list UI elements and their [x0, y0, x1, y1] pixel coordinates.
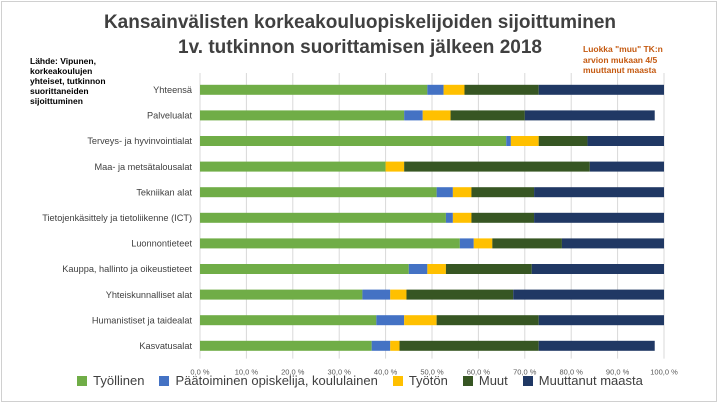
chart-title-line2: 1v. tutkinnon suorittamisen jälkeen 2018 [178, 37, 542, 58]
category-label: Tietojenkäsittely ja tietoliikenne (ICT) [42, 213, 192, 223]
bar-segment [513, 289, 664, 300]
legend-label: Työtön [408, 373, 448, 388]
bar-segment [452, 187, 472, 198]
legend-swatch [392, 375, 403, 386]
bar-segment [200, 289, 363, 300]
bar-segment [443, 84, 465, 95]
legend-label: Muuttanut maasta [538, 373, 643, 388]
bar-segment [399, 340, 539, 351]
bar-segment [376, 315, 405, 326]
bar-segment [459, 238, 474, 249]
bar-segment [538, 340, 655, 351]
bar-segment [506, 136, 511, 146]
chart-legend: Työllinen Päätoiminen opiskelija, koulula… [0, 373, 720, 388]
bar-segment [408, 264, 428, 274]
bar-segment [538, 315, 664, 326]
bar-segment [452, 212, 472, 223]
category-label: Luonnontieteet [131, 239, 192, 249]
x-tick-label: 0,0 % [190, 368, 210, 377]
bar-segment [200, 315, 377, 326]
bar-segment [534, 212, 664, 223]
bar-segment [422, 110, 451, 121]
bar-segment [436, 187, 453, 198]
legend-label: Työllinen [93, 373, 145, 388]
bar-segment [471, 212, 535, 223]
side-note: Luokka "muu" TK:n arvion mukaan 4/5 muut… [583, 44, 663, 75]
bar-segment [471, 187, 535, 198]
bar-segment [404, 110, 423, 121]
category-label: Kasvatusalat [139, 341, 192, 351]
x-tick-label: 10,0 % [235, 368, 259, 377]
category-label: Maa- ja metsätalousalat [94, 162, 192, 172]
category-label: Kauppa, hallinto ja oikeustieteet [62, 264, 192, 274]
bar-segment [390, 340, 400, 351]
bar-segment [200, 264, 409, 274]
legend-item: Työllinen [77, 373, 144, 388]
bar-segment [445, 212, 453, 223]
legend-item: Päätoiminen opiskelija, koululainen [159, 373, 378, 388]
bar-segment [371, 340, 391, 351]
bar-segment [200, 238, 460, 249]
bar-segment [406, 289, 514, 300]
chart-title-line1: Kansainvälisten korkeakouluopiskelijoide… [103, 12, 617, 33]
bar-segment [200, 84, 428, 95]
category-label: Palvelualat [147, 111, 192, 121]
legend-item: Muut [462, 373, 508, 388]
legend-swatch [462, 375, 473, 386]
bar-segment [561, 238, 664, 249]
legend-item: Muuttanut maasta [522, 373, 643, 388]
legend-label: Päätoiminen opiskelija, koululainen [175, 373, 378, 388]
bar-segment [200, 136, 507, 146]
bar-segment [200, 212, 446, 223]
bar-segment [200, 340, 372, 351]
bar-segment [200, 187, 437, 198]
bar-segment [538, 84, 664, 95]
bar-segment [473, 238, 493, 249]
bar-segment [200, 161, 386, 172]
x-tick-label: 30,0 % [328, 368, 352, 377]
x-tick-label: 20,0 % [281, 368, 305, 377]
x-tick-label: 100,0 % [650, 368, 678, 377]
bar-segment [510, 136, 539, 146]
bar-segment [587, 136, 664, 146]
bar-segment [385, 161, 405, 172]
bar-segment [404, 161, 590, 172]
bar-segment [589, 161, 664, 172]
legend-label: Muut [478, 373, 508, 388]
bar-segment [362, 289, 391, 300]
bar-segment [450, 110, 525, 121]
bar-segment [200, 110, 405, 121]
x-tick-label: 40,0 % [374, 368, 398, 377]
legend-swatch [77, 375, 88, 386]
x-tick-label: 50,0 % [420, 368, 444, 377]
x-tick-label: 70,0 % [513, 368, 537, 377]
bar-segment [538, 136, 588, 146]
bar-segment [524, 110, 655, 121]
bar-segment [531, 264, 664, 274]
bar-segment [404, 315, 437, 326]
source-note: Lähde: Vipunen, korkeakoulujen yhteiset,… [30, 56, 106, 106]
legend-item: Työtön [392, 373, 448, 388]
category-label: Humanistiset ja taidealat [92, 315, 193, 325]
category-label: Yhteiskunnalliset alat [106, 290, 193, 300]
bar-segment [427, 264, 446, 274]
x-tick-label: 80,0 % [560, 368, 584, 377]
bar-segment [390, 289, 407, 300]
category-label: Tekniikan alat [136, 187, 192, 197]
bar-segment [436, 315, 539, 326]
bar-segment [492, 238, 562, 249]
category-label: Yhteensä [153, 85, 193, 95]
bar-segment [445, 264, 532, 274]
bar-segment [534, 187, 664, 198]
category-label: Terveys- ja hyvinvointialat [87, 136, 192, 146]
x-tick-label: 90,0 % [606, 368, 630, 377]
legend-swatch [159, 375, 170, 386]
x-tick-label: 60,0 % [467, 368, 491, 377]
bar-segment [464, 84, 539, 95]
legend-swatch [522, 375, 533, 386]
bar-segment [427, 84, 444, 95]
